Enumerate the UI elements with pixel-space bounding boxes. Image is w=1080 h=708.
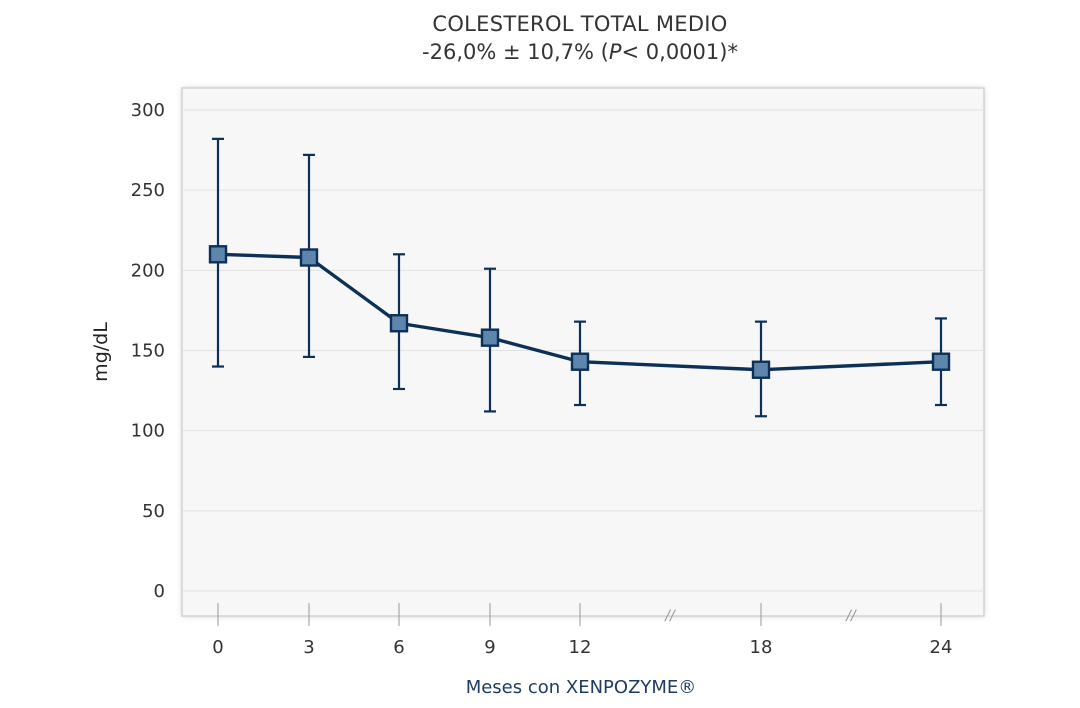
data-point-marker	[931, 352, 951, 371]
y-tick-label: 50	[142, 501, 165, 522]
data-point-marker	[389, 314, 409, 333]
x-tick-label: 9	[484, 637, 495, 658]
data-point-marker	[208, 245, 228, 264]
x-tick-label: 24	[930, 637, 953, 658]
y-axis-label: mg/dL	[90, 322, 112, 382]
y-tick-label: 0	[154, 581, 165, 602]
y-tick-label: 250	[131, 180, 165, 201]
data-point-marker	[570, 352, 590, 371]
axis-break-mark: //	[663, 608, 676, 624]
chart-title: COLESTEROL TOTAL MEDIO	[432, 12, 728, 36]
x-tick-label: 18	[750, 637, 773, 658]
x-tick-label: 0	[212, 637, 223, 658]
x-tick-label: 12	[569, 637, 592, 658]
data-point-marker	[299, 248, 319, 267]
x-tick-label: 6	[393, 637, 404, 658]
y-tick-label: 200	[131, 260, 165, 281]
axis-break-mark: //	[844, 608, 857, 624]
y-tick-label: 300	[131, 100, 165, 121]
plot-area	[181, 87, 985, 617]
y-tick-label: 100	[131, 421, 165, 442]
data-point-marker	[751, 360, 771, 379]
chart-subtitle: -26,0% ± 10,7% (P< 0,0001)*	[422, 40, 738, 64]
x-axis-label: Meses con XENPOZYME®	[465, 677, 697, 698]
x-tick-label: 3	[303, 637, 314, 658]
y-tick-label: 150	[131, 341, 165, 362]
data-point-marker	[480, 328, 500, 347]
